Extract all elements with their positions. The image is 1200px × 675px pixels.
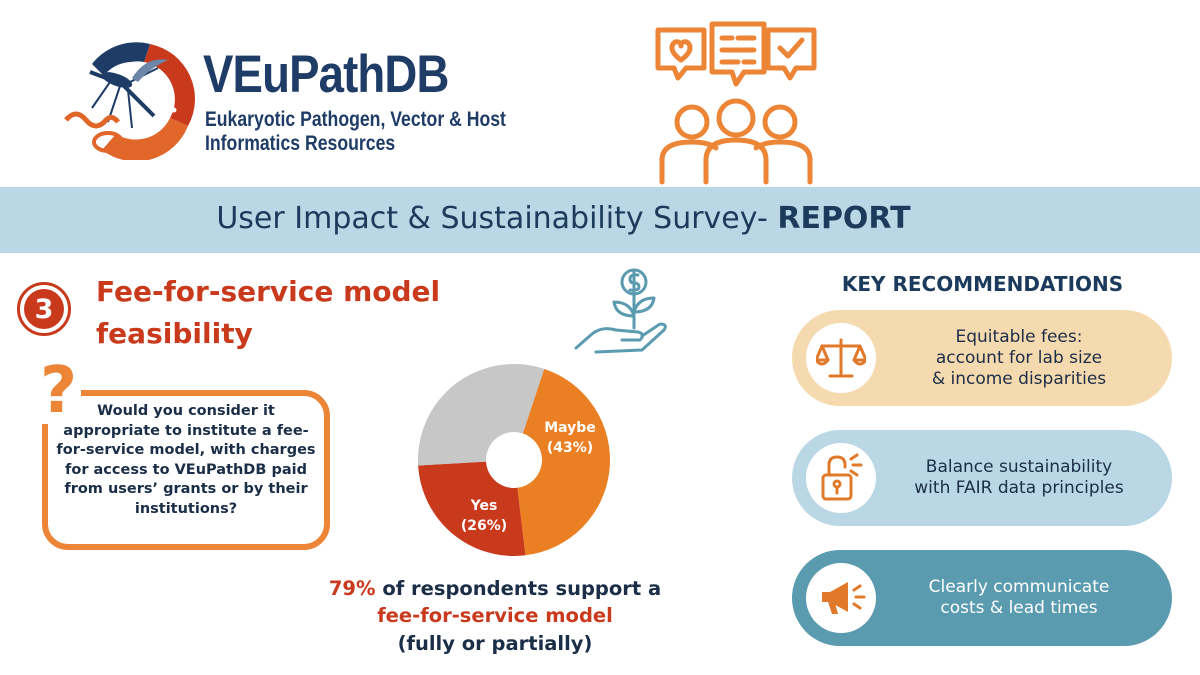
report-title-emphasis: REPORT (777, 201, 911, 236)
mosquito-logo-icon (62, 38, 198, 164)
pie-slice-other (418, 364, 545, 466)
logo-subtitle-line2: Informatics Resources (205, 132, 396, 155)
logo-title: VEuPathDB (203, 45, 449, 104)
question-box (42, 390, 330, 550)
recommendation-card-equitable-fees: Equitable fees: account for lab size & i… (792, 310, 1172, 406)
recommendation-text-2: Balance sustainability with FAIR data pr… (884, 457, 1154, 499)
report-title-main: User Impact & Sustainability Survey- (216, 201, 778, 236)
question-text: Would you consider it appropriate to ins… (56, 403, 316, 517)
megaphone-icon (806, 563, 876, 633)
summary-line1-text: of respondents support a (375, 577, 662, 600)
recommendation-text-3: Clearly communicate costs & lead times (884, 577, 1154, 619)
recommendation-2-line2: with FAIR data principles (914, 478, 1124, 498)
section-title-line2: feasibility (96, 317, 253, 350)
summary-percentage: 79% (328, 577, 376, 600)
scales-icon (806, 323, 876, 393)
pie-label-yes-name: Yes (470, 498, 498, 514)
recommendation-card-communicate-costs: Clearly communicate costs & lead times (792, 550, 1172, 646)
section-title-line1: Fee-for-service model (96, 275, 441, 308)
pie-label-yes-pct: (26%) (461, 518, 507, 534)
summary-line1: 79% of respondents support a (285, 577, 705, 600)
recommendation-card-fair-principles: Balance sustainability with FAIR data pr… (792, 430, 1172, 526)
unlocked-padlock-icon (806, 443, 876, 513)
recommendation-3-line1: Clearly communicate (928, 577, 1110, 597)
pie-label-maybe-pct: (43%) (547, 440, 593, 456)
logo-subtitle-line1: Eukaryotic Pathogen, Vector & Host (205, 108, 506, 131)
report-title: User Impact & Sustainability Survey- REP… (0, 201, 1127, 236)
recommendation-1-line1: Equitable fees: (955, 327, 1083, 347)
pie-slice-maybe (517, 368, 610, 556)
pie-chart: Maybe (43%) Yes (26%) (414, 360, 614, 564)
summary-line3: (fully or partially) (397, 632, 593, 655)
section-number-badge: 3 (17, 282, 71, 336)
recommendation-2-line1: Balance sustainability (925, 457, 1113, 477)
recommendation-1-line2: account for lab size (935, 348, 1103, 368)
section-number: 3 (24, 289, 64, 329)
question-mark-icon: ? (36, 358, 82, 424)
recommendation-1-line3: & income disparities (931, 369, 1107, 389)
recommendation-3-line2: costs & lead times (940, 598, 1098, 618)
pie-slice-yes (418, 461, 526, 556)
survey-feedback-icon (648, 20, 828, 190)
title-banner (0, 187, 1200, 253)
money-plant-hand-icon (572, 266, 668, 364)
recommendation-text-1: Equitable fees: account for lab size & i… (884, 327, 1154, 390)
summary-line2: fee-for-service model (377, 604, 613, 627)
pie-label-maybe-name: Maybe (544, 420, 596, 436)
recommendations-heading: KEY RECOMMENDATIONS (841, 272, 1124, 296)
